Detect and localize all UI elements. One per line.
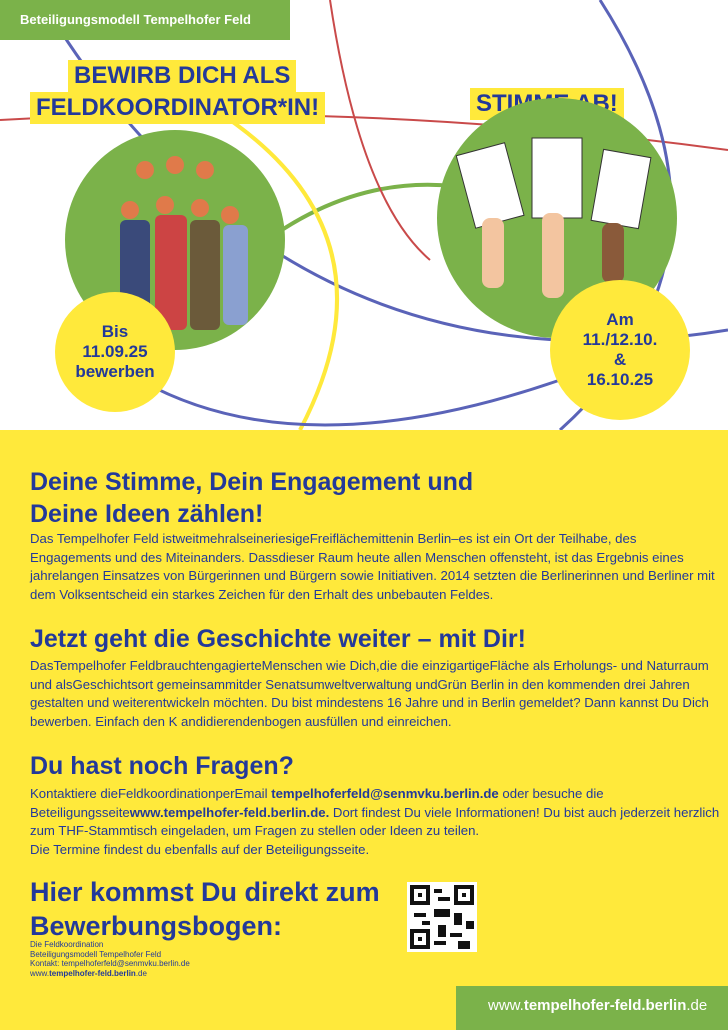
section1-text: Das Tempelhofer Feld istweitmehralseiner… <box>30 531 715 602</box>
section1-title: Deine Stimme, Dein Engagement und Deine I… <box>30 468 474 528</box>
deadline-badge: Bis 11.09.25 bewerben <box>55 292 175 412</box>
qr-code[interactable] <box>407 882 477 952</box>
section3-text: Kontaktiere dieFeldkoordinationperEmail … <box>30 786 720 857</box>
imprint: Die Feldkoordination Beteiligungsmodell T… <box>30 940 190 978</box>
headline-apply: BEWIRB DICH ALS FELDKOORDINATOR*IN! <box>30 60 326 124</box>
headline-line-1: BEWIRB DICH ALS <box>68 60 297 92</box>
section4-title: Hier kommst Du direkt zum Bewerbungsbogen… <box>30 877 380 941</box>
section2-text: DasTempelhofer FeldbrauchtengagierteMens… <box>30 658 709 729</box>
email-link[interactable]: tempelhoferfeld@senmvku.berlin.de <box>271 786 499 801</box>
content-area: Deine Stimme, Dein Engagement und Deine I… <box>0 430 728 1030</box>
section3-title: Du hast noch Fragen? <box>30 752 294 780</box>
headline-line-2: FELDKOORDINATOR*IN! <box>30 92 326 124</box>
section2-title: Jetzt geht die Geschichte weiter – mit D… <box>30 625 526 653</box>
vote-date-badge: Am 11./12.10. & 16.10.25 <box>550 280 690 420</box>
website-link[interactable]: www.tempelhofer-feld.berlin.de. <box>129 804 330 820</box>
footer-url[interactable]: www.tempelhofer-feld.berlin.de <box>456 986 728 1030</box>
header-bar: Beteiligungsmodell Tempelhofer Feld <box>0 0 290 40</box>
